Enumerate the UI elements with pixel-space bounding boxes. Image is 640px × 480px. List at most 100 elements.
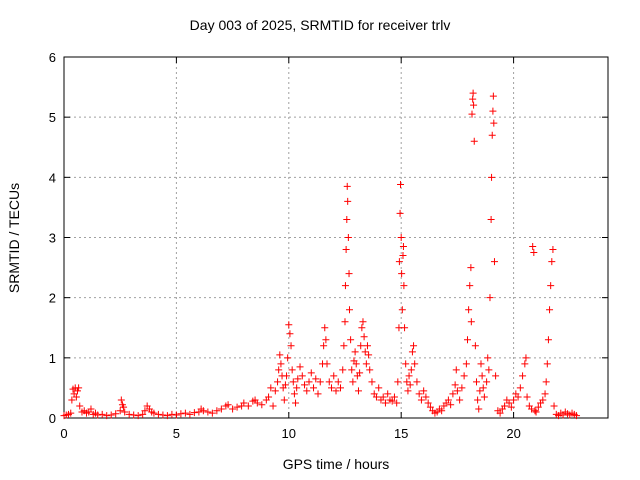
data-point xyxy=(398,306,406,314)
data-point xyxy=(358,324,366,332)
data-point xyxy=(296,363,304,371)
data-point xyxy=(72,393,80,401)
data-point xyxy=(549,246,557,254)
data-point xyxy=(351,348,359,356)
y-tick-label: 2 xyxy=(49,291,56,306)
data-point xyxy=(470,137,478,145)
data-point xyxy=(523,393,531,401)
data-point xyxy=(347,336,355,344)
data-point xyxy=(451,381,459,389)
data-point xyxy=(316,378,324,386)
data-point xyxy=(320,342,328,350)
data-point xyxy=(339,366,347,374)
data-point xyxy=(67,409,75,417)
data-point xyxy=(163,412,171,420)
data-point xyxy=(384,390,392,398)
data-point xyxy=(276,351,284,359)
data-point xyxy=(130,411,138,419)
chart-title: Day 003 of 2025, SRMTID for receiver trl… xyxy=(189,17,451,33)
data-point xyxy=(103,412,111,420)
data-point xyxy=(213,407,221,415)
data-point xyxy=(229,405,237,413)
data-point xyxy=(505,399,513,407)
data-point xyxy=(117,396,125,404)
data-point xyxy=(458,384,466,392)
data-point xyxy=(312,375,320,383)
data-point xyxy=(452,366,460,374)
data-point xyxy=(372,393,380,401)
data-point xyxy=(486,294,494,302)
data-point xyxy=(444,396,452,404)
data-point xyxy=(181,409,189,417)
data-point xyxy=(366,366,374,374)
data-point xyxy=(283,372,291,380)
data-point xyxy=(199,407,207,415)
data-point xyxy=(271,387,279,395)
data-point xyxy=(400,282,408,290)
data-point xyxy=(98,410,106,418)
data-point xyxy=(404,387,412,395)
data-point xyxy=(466,282,474,290)
data-point xyxy=(285,321,293,329)
data-point xyxy=(573,412,581,420)
y-tick-label: 4 xyxy=(49,170,56,185)
data-point xyxy=(68,396,76,404)
data-point xyxy=(532,408,540,416)
data-point xyxy=(357,342,365,350)
data-point xyxy=(288,366,296,374)
data-point xyxy=(186,410,194,418)
data-point xyxy=(159,411,167,419)
data-point xyxy=(516,384,524,392)
x-tick-label: 15 xyxy=(394,426,408,441)
data-point xyxy=(489,107,497,115)
data-point xyxy=(343,182,351,190)
data-point xyxy=(305,378,313,386)
data-point xyxy=(449,390,457,398)
data-point xyxy=(415,390,423,398)
data-point xyxy=(280,396,288,404)
data-point xyxy=(447,401,455,409)
data-point xyxy=(465,306,473,314)
y-tick-label: 1 xyxy=(49,351,56,366)
data-point xyxy=(356,369,364,377)
data-point xyxy=(469,95,477,103)
data-point xyxy=(542,378,550,386)
data-point xyxy=(362,360,370,368)
data-point xyxy=(334,378,342,386)
data-point xyxy=(125,410,133,418)
data-point xyxy=(244,402,252,410)
data-point xyxy=(303,387,311,395)
data-point xyxy=(406,381,414,389)
y-tick-label: 5 xyxy=(49,110,56,125)
data-point xyxy=(501,402,509,410)
data-point xyxy=(340,342,348,350)
data-point xyxy=(468,110,476,118)
data-point xyxy=(541,390,549,398)
data-point xyxy=(134,412,142,420)
data-point xyxy=(120,403,128,411)
data-point xyxy=(484,354,492,362)
x-tick-label: 10 xyxy=(282,426,296,441)
data-point xyxy=(298,372,306,380)
data-point xyxy=(330,372,338,380)
data-point xyxy=(399,252,407,260)
data-point xyxy=(543,360,551,368)
data-point xyxy=(286,330,294,338)
data-point xyxy=(462,360,470,368)
data-point xyxy=(399,243,407,251)
data-point xyxy=(405,372,413,380)
data-point xyxy=(287,342,295,350)
data-point xyxy=(112,410,120,418)
data-point xyxy=(354,387,362,395)
data-point xyxy=(233,403,241,411)
data-point xyxy=(332,387,340,395)
data-point xyxy=(265,393,273,401)
data-point xyxy=(519,372,527,380)
data-point xyxy=(496,409,504,417)
data-point xyxy=(411,360,419,368)
data-point xyxy=(177,410,185,418)
data-point xyxy=(539,396,547,404)
data-point xyxy=(208,409,216,417)
data-point xyxy=(321,324,329,332)
